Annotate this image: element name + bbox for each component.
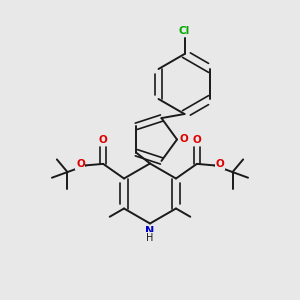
Text: O: O [179,134,188,145]
Text: Cl: Cl [179,26,190,36]
Text: O: O [76,159,85,169]
Text: N: N [146,226,154,236]
Text: O: O [215,159,224,169]
Text: H: H [146,233,154,243]
Text: O: O [193,136,201,146]
Text: O: O [99,136,107,146]
